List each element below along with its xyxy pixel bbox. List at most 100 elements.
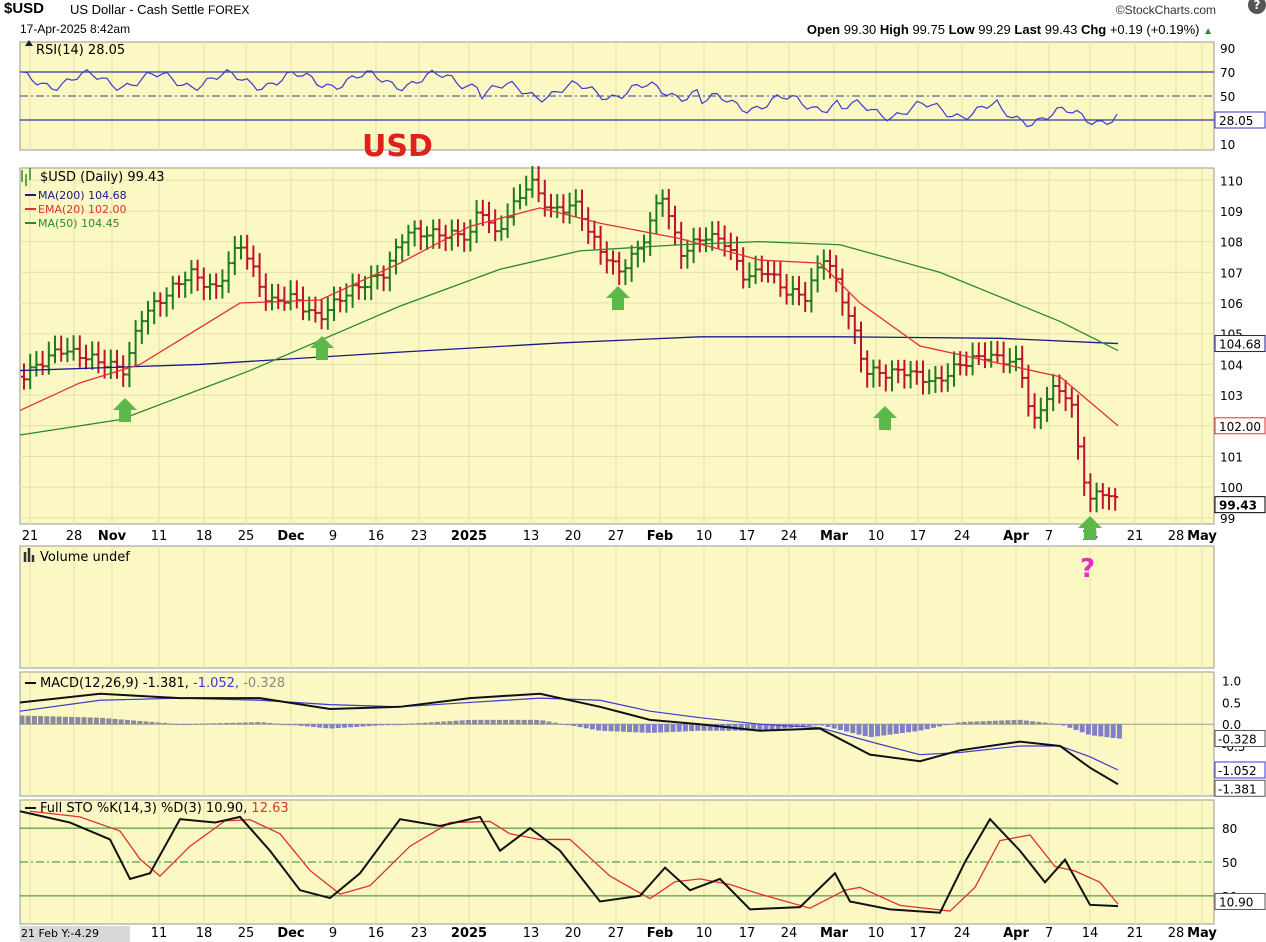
x-tick-label: May [1187, 529, 1217, 544]
legends: RSI(14) 28.05 $USD (Daily) 99.43 MA(200)… [36, 43, 1095, 816]
macd-histogram-bar [44, 716, 50, 725]
macd-histogram-bar [744, 724, 750, 731]
x-tick-label: 10 [868, 529, 885, 544]
price-bar [262, 273, 269, 311]
price-bar [740, 247, 747, 289]
price-bar [913, 360, 920, 385]
up-arrow-icon [873, 406, 897, 430]
x-tick-label: 11 [151, 529, 168, 544]
price-tag-text: 99.43 [1219, 499, 1257, 513]
macd-histogram-bar [1054, 723, 1060, 725]
macd-histogram-bar [310, 724, 316, 728]
x-tick-label: Mar [820, 529, 849, 544]
price-bar [653, 194, 660, 235]
macd-histogram-bar [329, 724, 335, 729]
macd-histogram-bar [992, 720, 998, 725]
macd-histogram-bar [447, 721, 453, 725]
macd-histogram-bar [69, 716, 75, 725]
price-bar [213, 273, 220, 299]
macd-histogram-bar [496, 719, 502, 725]
macd-histogram-bar [937, 724, 943, 727]
x-tick-label: Nov [98, 529, 127, 544]
price-bar [901, 359, 908, 389]
macd-histogram-bar [118, 719, 124, 725]
rsi-legend: RSI(14) 28.05 [36, 43, 125, 58]
x-tick-label: 17 [739, 529, 756, 544]
rsi-tag-text: 28.05 [1219, 114, 1253, 128]
price-bar [517, 184, 523, 210]
price-bar [529, 165, 536, 198]
x-tick-label-bottom: 21 Feb Y:-4.29 [21, 927, 99, 940]
x-tick-label: 16 [368, 529, 385, 544]
volume-legend: Volume undef [40, 550, 130, 565]
macd-histogram-bar [56, 716, 62, 725]
sto-tick: 50 [1222, 856, 1237, 870]
macd-histogram-bar [552, 722, 558, 725]
macd-histogram-bar [292, 724, 298, 726]
price-bar [510, 187, 517, 226]
rsi-tick: 10 [1220, 138, 1235, 152]
price-tick: 100 [1220, 481, 1243, 495]
price-bar [839, 268, 846, 316]
macd-histogram-bar [558, 723, 564, 725]
help-icon[interactable]: ? [1248, 0, 1266, 14]
x-tick-label-bottom: 17 [910, 926, 927, 941]
price-bar [331, 286, 337, 322]
price-bar [436, 218, 443, 249]
macd-histogram-bar [199, 723, 205, 725]
macd-histogram-bar [422, 722, 428, 725]
price-bar [324, 296, 331, 330]
price-bar [157, 292, 164, 317]
macd-histogram-bar [751, 724, 757, 731]
x-tick-label-bottom: 18 [196, 926, 213, 941]
price-bar [169, 275, 176, 310]
price-bar [665, 188, 672, 230]
up-triangle-icon: ▲ [1203, 26, 1213, 37]
macd-histogram-bar [986, 720, 992, 725]
price-bar [560, 194, 567, 224]
macd-histogram-bar [503, 719, 509, 725]
price-bar [145, 300, 151, 335]
date-readout-bg [20, 926, 130, 942]
macd-histogram-bar [968, 721, 974, 725]
price-bar [1050, 374, 1057, 412]
price-bar [988, 341, 995, 368]
price-bar [944, 363, 951, 392]
macd-histogram-bar [379, 724, 385, 726]
macd-histogram-bar [279, 724, 285, 726]
price-bar [969, 342, 976, 376]
macd-histogram-bar [881, 724, 887, 736]
price-bar [721, 225, 728, 257]
price-tag-text: 104.68 [1219, 338, 1261, 352]
price-legend-main: $USD (Daily) 99.43 [40, 170, 165, 185]
price-bar [138, 310, 145, 345]
sto-tag-text: 10.90 [1219, 895, 1253, 909]
price-bar [1056, 374, 1063, 404]
macd-histogram-bar [416, 723, 422, 725]
price-bar [64, 337, 71, 363]
macd-histogram-bar [943, 724, 949, 726]
macd-tick: 0.0 [1222, 718, 1241, 732]
macd-histogram-bar [112, 718, 118, 725]
macd-histogram-bar [800, 724, 806, 727]
macd-histogram-bar [757, 724, 763, 731]
price-bar [424, 226, 430, 250]
macd-histogram-bar [515, 719, 521, 725]
sto-tick: 80 [1222, 822, 1237, 836]
macd-histogram-bar [360, 724, 366, 727]
price-bar [882, 364, 889, 392]
macd-histogram-bar [459, 720, 465, 725]
macd-histogram-bar [769, 724, 775, 730]
x-tick-label: 18 [196, 529, 213, 544]
macd-histogram-bar [633, 724, 639, 733]
macd-histogram-bar [38, 716, 44, 725]
price-bar [907, 360, 914, 389]
macd-histogram-bar [224, 722, 230, 725]
price-bar [572, 189, 579, 218]
price-bar [727, 232, 734, 260]
rsi-tick: 90 [1220, 42, 1235, 56]
macd-histogram-bar [949, 723, 955, 725]
price-bar [461, 222, 468, 252]
x-tick-label: 21 [22, 529, 39, 544]
price-bar [610, 250, 616, 275]
